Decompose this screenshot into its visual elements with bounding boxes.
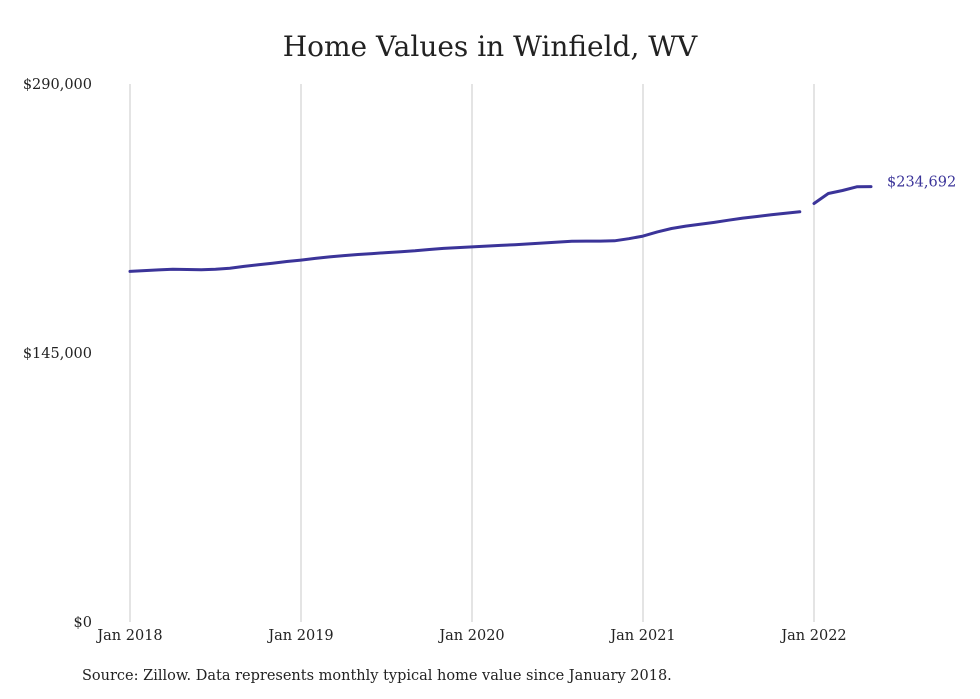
gridlines: [129, 84, 815, 622]
x-tick-label: Jan 2019: [266, 628, 333, 644]
series-line: [812, 185, 873, 205]
source-note: Source: Zillow. Data represents monthly …: [82, 668, 672, 684]
x-tick-label: Jan 2021: [608, 628, 675, 644]
y-tick-label: $145,000: [23, 346, 92, 362]
x-tick-label: Jan 2022: [779, 628, 846, 644]
x-axis-ticks: Jan 2018 Jan 2019 Jan 2020 Jan 2021 Jan 2022: [95, 628, 846, 644]
x-tick-label: Jan 2020: [437, 628, 504, 644]
series-line: [128, 210, 802, 273]
end-labels: $234,692: [887, 175, 956, 191]
x-tick-label: Jan 2018: [95, 628, 162, 644]
y-tick-label: $290,000: [23, 77, 92, 93]
chart-title: Home Values in Winfield, WV: [282, 30, 698, 63]
end-value-label: $234,692: [887, 175, 956, 191]
y-axis-ticks: $290,000 $145,000 $0: [23, 77, 92, 631]
y-tick-label: $0: [74, 615, 92, 631]
series-group: [128, 185, 873, 273]
